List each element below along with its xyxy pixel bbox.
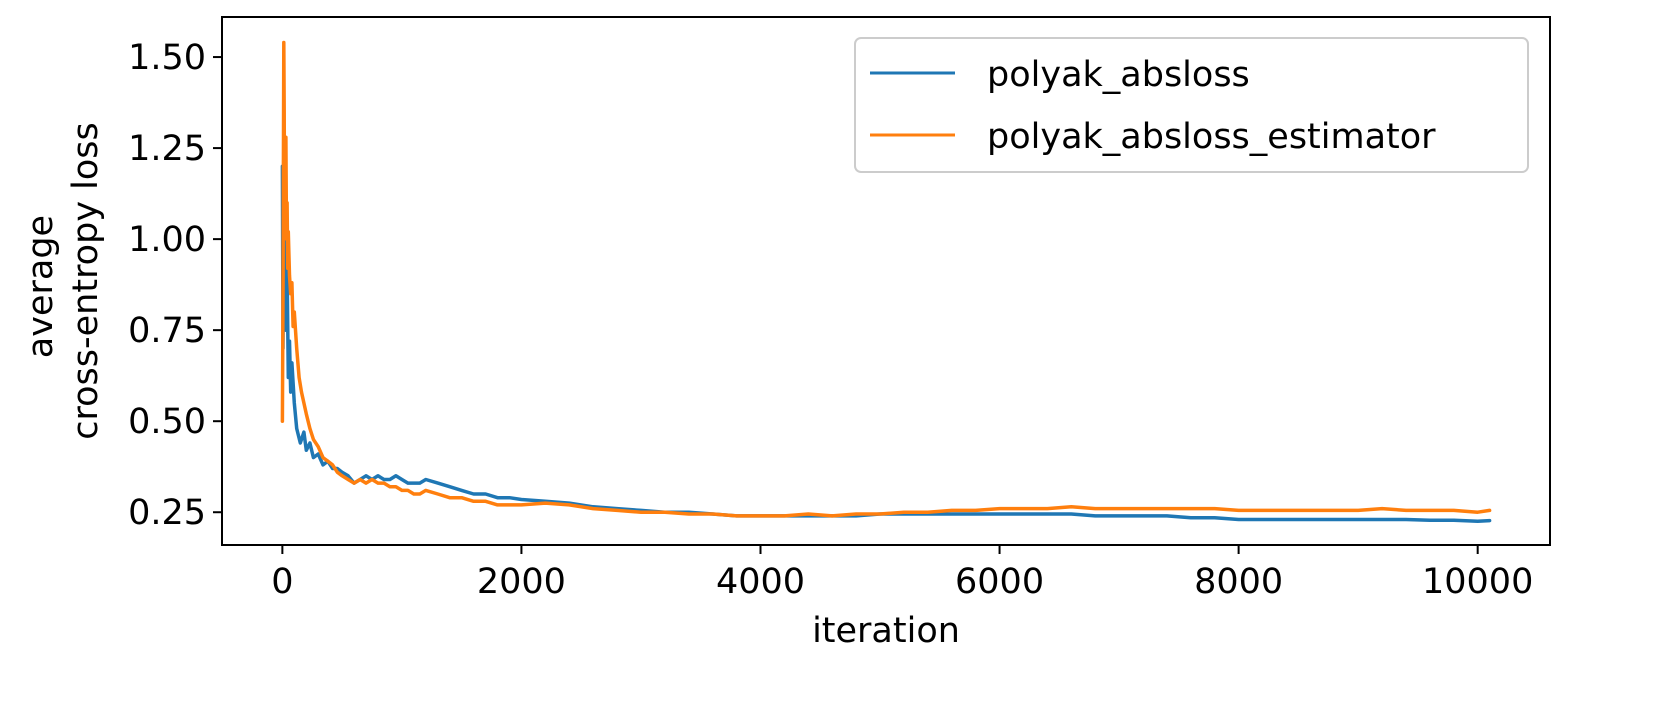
x-tick-label: 10000 <box>1422 562 1533 602</box>
x-tick-label: 4000 <box>716 562 805 602</box>
y-tick-label: 1.00 <box>128 220 206 260</box>
y-tick-label: 1.25 <box>128 129 206 169</box>
y-tick-label: 0.75 <box>128 311 206 351</box>
plot-area <box>280 40 1492 524</box>
y-tick-label: 0.25 <box>128 493 206 533</box>
x-tick-label: 0 <box>271 562 293 602</box>
y-tick-label: 0.50 <box>128 402 206 442</box>
x-axis-label: iteration <box>812 611 960 651</box>
series-line-1 <box>280 40 1492 518</box>
x-tick-label: 8000 <box>1194 562 1283 602</box>
legend-label: polyak_absloss <box>987 55 1250 95</box>
legend-box <box>854 37 1529 173</box>
y-axis-label: average cross-entropy loss <box>21 122 106 440</box>
axes-frame <box>221 16 1551 546</box>
y-axis-label-line-1: average <box>21 215 61 358</box>
legend: polyak_absloss polyak_absloss_estimator <box>854 37 1529 173</box>
y-axis-label-line-2: cross-entropy loss <box>66 122 106 440</box>
y-tick-label: 1.50 <box>128 38 206 78</box>
x-tick-label: 2000 <box>477 562 566 602</box>
x-tick-label: 6000 <box>955 562 1044 602</box>
legend-label: polyak_absloss_estimator <box>987 117 1436 157</box>
series-line-0 <box>280 128 1492 524</box>
y-axis: 0.25 0.50 0.75 1.00 1.25 1.50 <box>128 38 222 533</box>
x-axis: 0 2000 4000 6000 8000 10000 <box>271 545 1533 602</box>
